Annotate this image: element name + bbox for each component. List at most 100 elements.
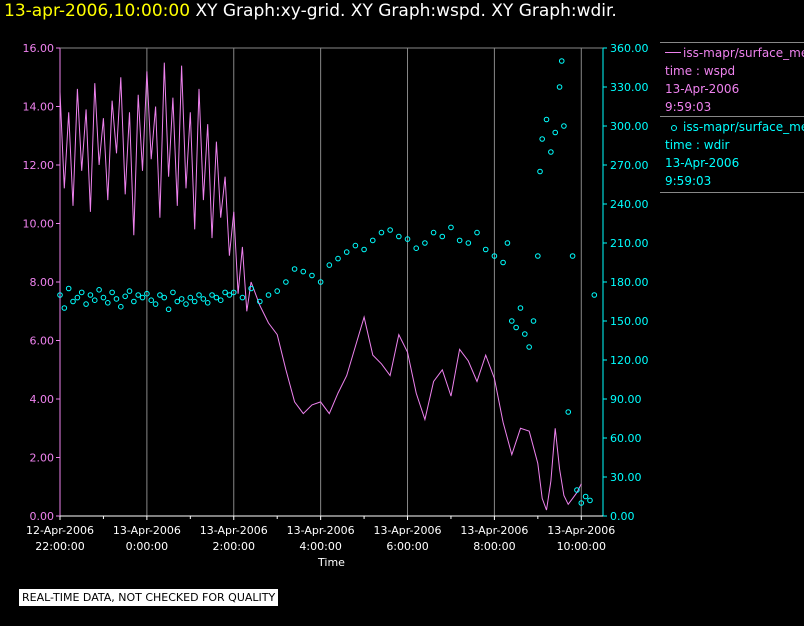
wdir-point: [135, 292, 141, 298]
axes: [56, 47, 607, 520]
x-tick-label-date: 13-Apr-2006: [547, 524, 615, 537]
left-tick-label: 16.00: [23, 42, 55, 55]
wdir-point: [574, 487, 580, 493]
wdir-point: [283, 279, 289, 285]
wdir-point: [482, 246, 489, 253]
x-tick-label-date: 13-Apr-2006: [113, 524, 181, 537]
right-tick-label: 210.00: [610, 237, 649, 250]
wdir-point: [144, 290, 150, 297]
wdir-point: [309, 272, 315, 279]
circle-marker-icon: [671, 124, 677, 131]
wdir-point: [61, 305, 68, 311]
wdir-point: [474, 229, 480, 236]
wdir-point: [187, 294, 194, 301]
wdir-point: [422, 240, 428, 246]
wdir-point: [196, 292, 202, 298]
series-wspd: [59, 62, 582, 511]
wdir-point: [552, 129, 559, 136]
left-tick-label: 2.00: [30, 452, 55, 465]
x-tick-label-time: 10:00:00: [557, 540, 606, 553]
wdir-point: [561, 123, 567, 129]
legend-var-wspd: time : wspd: [665, 64, 736, 78]
wdir-point: [513, 324, 519, 331]
wdir-point: [300, 268, 307, 275]
wdir-point: [96, 287, 102, 293]
x-tick-label-time: 8:00:00: [473, 540, 515, 553]
x-tick-label-date: 12-Apr-2006: [26, 524, 94, 537]
wdir-point: [109, 289, 115, 296]
wdir-point: [387, 227, 393, 233]
x-tick-label-time: 4:00:00: [299, 540, 341, 553]
wdir-point: [530, 318, 537, 324]
wdir-point: [222, 289, 228, 296]
wdir-point: [517, 305, 524, 311]
wdir-point: [369, 237, 376, 244]
wdir-point: [70, 298, 76, 305]
wdir-point: [183, 301, 189, 307]
title-time: 13-apr-2006,10:00:00: [4, 1, 191, 21]
wdir-point: [57, 292, 63, 298]
right-tick-label: 240.00: [610, 198, 649, 211]
x-axis-label: Time: [317, 556, 345, 569]
wdir-point: [504, 240, 511, 246]
legend-var-wdir: time : wdir: [665, 138, 730, 152]
wdir-point: [565, 409, 572, 415]
wdir-point: [404, 236, 411, 242]
left-tick-label: 10.00: [23, 218, 55, 231]
wdir-point: [569, 253, 576, 259]
wdir-point: [100, 294, 107, 301]
wdir-point: [257, 298, 263, 305]
wdir-point: [87, 292, 94, 298]
wdir-point: [248, 285, 254, 292]
wdir-point: [539, 136, 545, 142]
x-tick-label-date: 13-Apr-2006: [374, 524, 442, 537]
right-tick-label: 300.00: [610, 120, 649, 133]
chart-title: 13-apr-2006,10:00:00 XY Graph:xy-grid. X…: [4, 1, 617, 21]
right-tick-label: 90.00: [610, 393, 642, 406]
wdir-point: [157, 292, 163, 298]
wdir-point: [209, 292, 215, 298]
wdir-point: [317, 279, 324, 285]
legend-entry-wspd: iss-mapr/surface_met time : wspd 13-Apr-…: [660, 42, 804, 116]
right-tick-label: 330.00: [610, 81, 649, 94]
wdir-point: [508, 318, 515, 324]
legend-title-wdir: iss-mapr/surface_met: [665, 118, 804, 136]
wdir-point: [543, 116, 550, 123]
wdir-point: [122, 293, 128, 300]
wdir-point: [213, 294, 220, 301]
wdir-point: [78, 289, 85, 296]
wdir-point: [191, 298, 198, 305]
wdir-point: [413, 245, 420, 251]
wdir-point: [226, 292, 233, 298]
legend-time-wdir: 9:59:03: [665, 174, 712, 188]
wdir-point: [65, 285, 72, 292]
wdir-point: [526, 344, 532, 350]
left-tick-label: 4.00: [30, 393, 55, 406]
wdir-point: [113, 296, 120, 302]
left-tick-label: 14.00: [23, 101, 55, 114]
wdir-point: [265, 292, 272, 298]
wdir-point: [587, 497, 593, 504]
wdir-point: [396, 233, 402, 240]
wspd-line: [59, 62, 582, 511]
wdir-point: [439, 233, 446, 240]
wdir-point: [548, 149, 554, 155]
right-tick-label: 0.00: [610, 510, 635, 523]
wdir-point: [126, 288, 133, 294]
legend-title-wspd: iss-mapr/surface_met: [665, 44, 804, 62]
wdir-point: [152, 301, 159, 307]
right-tick-label: 180.00: [610, 276, 649, 289]
x-tick-label-time: 6:00:00: [386, 540, 428, 553]
x-tick-label-time: 22:00:00: [35, 540, 84, 553]
grid-lines: [146, 48, 582, 516]
wdir-point: [274, 288, 281, 294]
wdir-point: [343, 249, 350, 255]
x-tick-label-time: 2:00:00: [213, 540, 255, 553]
wdir-point: [148, 297, 155, 304]
wdir-point: [556, 84, 563, 90]
legend-entry-wdir: iss-mapr/surface_met time : wdir 13-Apr-…: [660, 116, 804, 193]
wdir-point: [465, 240, 472, 246]
x-tick-label-date: 13-Apr-2006: [460, 524, 528, 537]
wdir-point: [217, 297, 224, 304]
legend: iss-mapr/surface_met time : wspd 13-Apr-…: [660, 42, 804, 193]
